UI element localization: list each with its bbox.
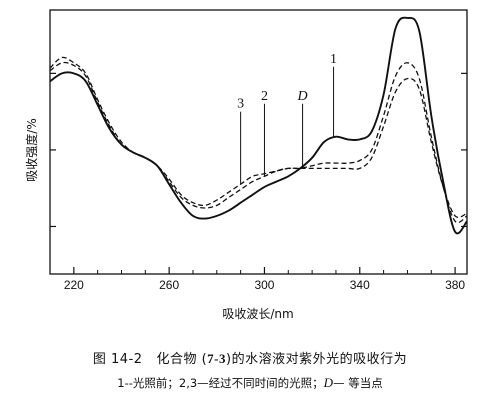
x-tick-label: 220: [64, 278, 84, 292]
compound-number: 7-3: [207, 351, 227, 366]
curve-label-3: 3: [237, 97, 244, 112]
caption-title-text: 化合物 (: [156, 352, 208, 367]
x-axis-title: 吸收波长/nm: [222, 307, 293, 321]
x-tick-label: 260: [159, 278, 179, 292]
figure-number: 图 14-2: [92, 352, 143, 367]
x-tick-labels: 220 260 300 340 380: [64, 278, 466, 292]
curve-1-line: [49, 16, 468, 235]
axis-ticks: [50, 72, 467, 274]
figure-caption: 图 14-2 化合物 (7-3)的水溶液对紫外光的吸收行为: [0, 348, 500, 367]
curve-label-2: 2: [261, 89, 268, 104]
curve-label-D: D: [297, 89, 308, 104]
curve-3-line: [49, 56, 468, 219]
curve-2-line: [49, 61, 468, 224]
x-tick-label: 300: [254, 278, 274, 292]
plot-frame: [49, 9, 468, 275]
figure-legend-note: 1--光照前；2,3—经过不同时间的光照；D— 等当点: [0, 375, 500, 391]
y-axis-title: 吸收强度/%: [24, 118, 39, 181]
legend-note-text: 1--光照前；2,3—经过不同时间的光照；: [117, 376, 324, 390]
x-tick-label: 380: [445, 278, 465, 292]
caption-title-text-end: )的水溶液对紫外光的吸收行为: [226, 352, 408, 367]
x-tick-label: 340: [350, 278, 370, 292]
legend-note-d-symbol: D: [323, 375, 334, 390]
legend-note-text-end: — 等当点: [333, 376, 383, 390]
curve-label-1: 1: [330, 52, 337, 67]
curves: [49, 16, 468, 235]
curve-annotations: 1 2 D 3: [237, 52, 337, 185]
